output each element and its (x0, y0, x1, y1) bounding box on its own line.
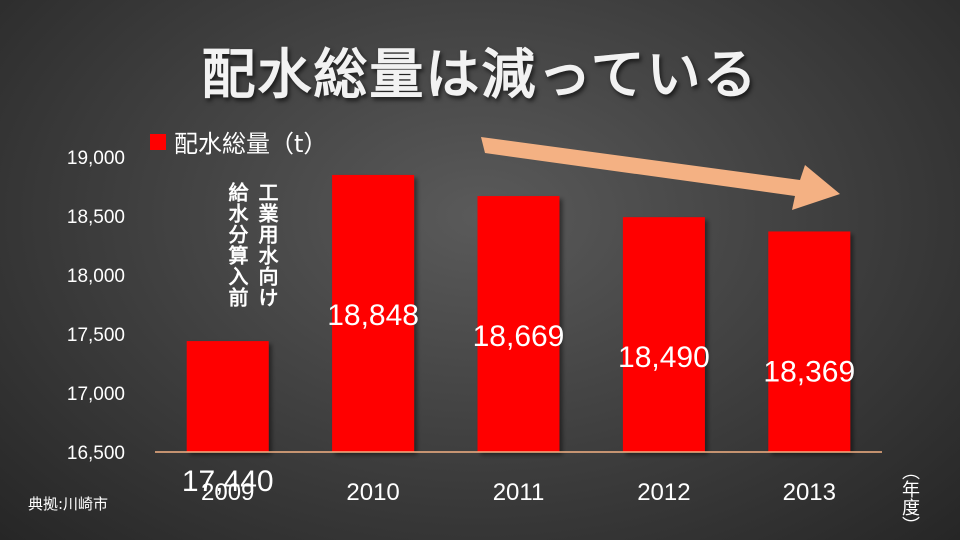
value-label: 17,440 (182, 465, 274, 498)
x-tick-label: 2009 (201, 479, 254, 506)
x-tick-label: 2010 (346, 479, 399, 506)
source-note: 典拠:川崎市 (28, 495, 109, 513)
value-label: 18,669 (473, 320, 565, 353)
note-right: 工業用水向け (255, 182, 279, 308)
x-axis-unit: （年度） (899, 462, 920, 534)
bar-2009 (186, 341, 269, 452)
legend-label: 配水総量（t） (174, 130, 328, 158)
y-tick-label: 18,000 (67, 266, 125, 287)
y-tick-label: 17,500 (67, 325, 125, 346)
value-label: 18,490 (618, 341, 710, 374)
legend: 配水総量（t） (150, 124, 327, 159)
x-tick-label: 2013 (783, 479, 836, 506)
x-tick-label: 2011 (493, 479, 545, 506)
y-tick-label: 18,500 (67, 207, 125, 228)
bar-2013 (768, 231, 851, 452)
value-label: 18,369 (763, 355, 855, 388)
bar-2012 (622, 217, 705, 452)
chart-title: 配水総量は減っている (201, 43, 759, 106)
y-tick-label: 17,000 (67, 384, 125, 405)
bar-2010 (332, 174, 415, 452)
legend-swatch (150, 133, 166, 150)
note-left: 給水分算入前 (225, 182, 249, 308)
value-label: 18,848 (327, 299, 419, 332)
x-tick-label: 2012 (637, 479, 690, 506)
y-tick-label: 16,500 (67, 443, 125, 464)
trend-arrow (481, 137, 840, 210)
bar-2011 (477, 196, 560, 452)
y-tick-label: 19,000 (67, 148, 125, 169)
